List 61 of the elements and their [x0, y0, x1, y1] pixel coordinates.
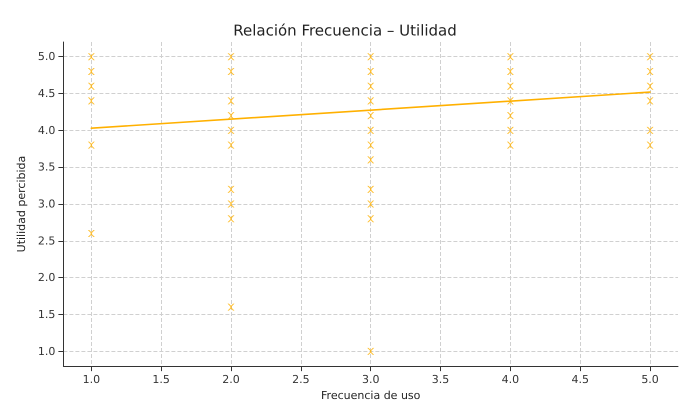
point [646, 53, 654, 60]
x-tick-label: 1.5 [152, 373, 170, 386]
x-tick-label: 4.0 [502, 373, 520, 386]
point [367, 215, 374, 222]
x-tick-label: 4.5 [571, 373, 589, 386]
point [506, 142, 514, 149]
point [367, 142, 374, 149]
point [646, 82, 654, 90]
point [228, 97, 235, 104]
y-tick-label: 1.0 [38, 344, 56, 358]
point [646, 68, 654, 75]
x-tick-label: 3.5 [432, 373, 450, 386]
y-tick-label: 4.5 [38, 87, 56, 100]
point [367, 68, 374, 75]
point [88, 82, 95, 90]
chart-title: Relación Frecuencia – Utilidad [233, 22, 457, 40]
y-tick-label: 1.5 [38, 308, 56, 322]
x-tick-label: 3.0 [362, 373, 380, 386]
point [88, 230, 95, 238]
point [228, 142, 235, 149]
point [88, 68, 95, 75]
point [367, 348, 374, 355]
point [228, 68, 235, 75]
y-tick-label: 4.0 [38, 124, 56, 137]
point [367, 200, 374, 208]
point [88, 142, 95, 149]
y-axis-title: Utilidad percibida [15, 156, 28, 252]
point [646, 142, 654, 149]
y-tick-label: 5.0 [38, 50, 56, 64]
point [228, 215, 235, 222]
x-axis-title: Frecuencia de uso [321, 389, 421, 402]
point [88, 97, 95, 104]
point [228, 53, 235, 60]
y-tick-label: 3.0 [38, 198, 56, 211]
point [88, 53, 95, 60]
point [228, 304, 235, 311]
x-tick-label: 1.0 [82, 373, 100, 386]
x-tick-label: 2.0 [222, 373, 240, 386]
y-tick-label: 3.5 [38, 160, 56, 174]
point [646, 126, 654, 134]
point [506, 126, 514, 134]
x-tick-label: 5.0 [641, 373, 659, 386]
point [506, 53, 514, 60]
point [367, 186, 374, 193]
point [228, 186, 235, 193]
point [228, 200, 235, 208]
point [646, 97, 654, 104]
point [367, 53, 374, 60]
point [228, 112, 235, 120]
point [367, 82, 374, 90]
x-tick-label: 2.5 [292, 373, 310, 386]
point [228, 126, 235, 134]
point [367, 156, 374, 164]
point [367, 126, 374, 134]
point [506, 112, 514, 120]
y-tick-label: 2.0 [38, 271, 56, 284]
point [367, 97, 374, 104]
y-tick-label: 2.5 [38, 234, 56, 248]
point [367, 112, 374, 120]
point [506, 68, 514, 75]
point [506, 82, 514, 90]
